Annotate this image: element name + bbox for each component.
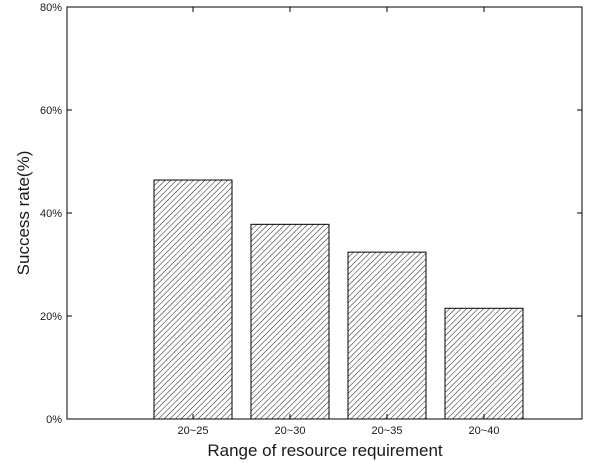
x-tick-label: 20~35 (372, 425, 403, 437)
x-tick-label: 20~30 (275, 425, 306, 437)
bar-20~30 (250, 223, 330, 420)
bar-20~40 (444, 307, 524, 420)
y-tick-label: 40% (40, 208, 62, 220)
y-tick-label: 60% (40, 105, 62, 117)
x-axis-ticks: 20~25 20~30 20~35 20~40 (178, 7, 500, 437)
y-tick-label: 0% (46, 414, 62, 426)
x-axis-title: Range of resource requirement (207, 441, 443, 460)
y-axis-ticks: 0% 20% 40% 60% 80% (40, 2, 582, 426)
bar-20~35 (347, 251, 427, 420)
x-tick-label: 20~40 (469, 425, 500, 437)
bars-group (153, 179, 524, 420)
y-tick-label: 80% (40, 2, 62, 14)
y-tick-label: 20% (40, 311, 62, 323)
x-tick-label: 20~25 (178, 425, 209, 437)
bar-20~25 (153, 179, 233, 420)
y-axis-title: Success rate(%) (14, 151, 33, 276)
